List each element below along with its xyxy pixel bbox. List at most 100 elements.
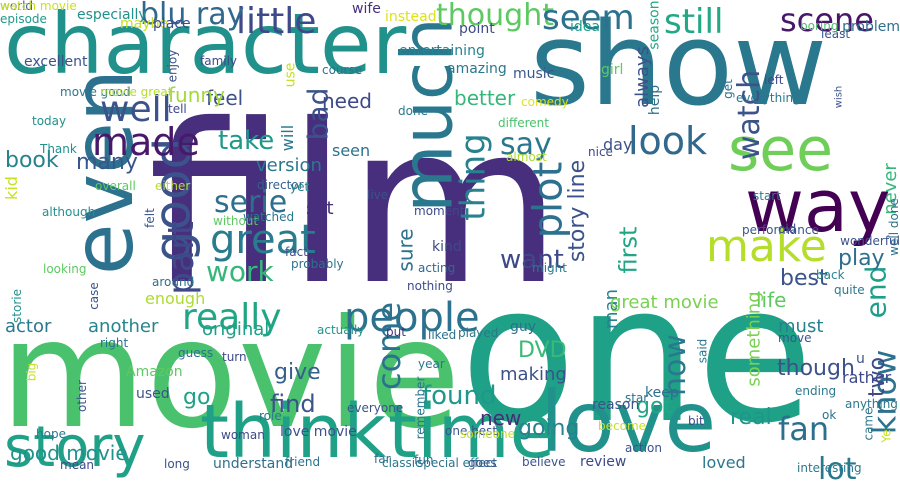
cloud-word: fun: [414, 453, 434, 467]
cloud-word: good movie: [10, 441, 128, 465]
cloud-word: day: [603, 135, 633, 154]
cloud-word: take: [218, 126, 275, 156]
cloud-word: season: [646, 0, 663, 50]
cloud-word: nothing: [407, 279, 453, 293]
cloud-word: enjoy: [165, 49, 180, 83]
cloud-word: old: [778, 222, 797, 236]
cloud-word: need: [322, 89, 372, 113]
cloud-word: liked: [428, 328, 457, 342]
cloud-word: believe: [522, 455, 566, 469]
cloud-word: something: [743, 291, 765, 387]
cloud-word: people: [344, 295, 480, 341]
cloud-word: episode: [0, 12, 47, 26]
cloud-word: ok: [822, 408, 837, 422]
cloud-word: interesting: [797, 461, 862, 475]
cloud-word: time: [388, 389, 556, 475]
cloud-word: almost: [506, 150, 547, 164]
cloud-word: either: [155, 179, 191, 193]
cloud-word: best: [780, 266, 828, 291]
cloud-word: story line: [565, 159, 591, 263]
cloud-word: guess: [178, 346, 214, 360]
cloud-word: move: [778, 331, 812, 345]
cloud-word: review: [580, 454, 627, 470]
cloud-word: storie: [9, 289, 24, 323]
cloud-word: special effect: [417, 456, 498, 470]
cloud-word: left: [764, 73, 784, 87]
cloud-word: someone: [460, 427, 515, 441]
cloud-word: although: [42, 205, 96, 219]
cloud-word: actually: [317, 323, 365, 337]
cloud-word: played: [458, 326, 499, 340]
cloud-word: looking: [43, 262, 87, 276]
cloud-word: think: [200, 389, 387, 475]
cloud-word: scene: [780, 1, 874, 39]
cloud-word: Amazon: [126, 364, 183, 380]
cloud-word: everyone: [347, 401, 404, 415]
cloud-word: year: [418, 357, 445, 371]
cloud-word: wish: [833, 85, 845, 109]
cloud-word: story: [4, 415, 146, 480]
cloud-word: kid: [1, 176, 21, 200]
cloud-word: director: [257, 178, 304, 192]
cloud-word: u: [856, 351, 865, 367]
cloud-word: actor: [5, 316, 52, 337]
cloud-word: tell: [168, 102, 187, 116]
cloud-word: performance: [742, 223, 819, 237]
cloud-word: funny: [168, 83, 225, 107]
cloud-word: end: [859, 265, 893, 319]
cloud-word: keep: [645, 385, 679, 401]
cloud-word: least: [821, 27, 851, 41]
cloud-word: without: [213, 214, 259, 228]
cloud-word: come: [370, 301, 409, 391]
cloud-word: set: [306, 198, 334, 219]
cloud-word: made: [92, 120, 200, 164]
cloud-word: feel: [206, 86, 244, 110]
cloud-word: one: [460, 244, 814, 465]
cloud-word: real: [730, 405, 772, 430]
cloud-word: different: [498, 116, 549, 130]
cloud-word: anything: [845, 397, 898, 411]
cloud-word: idea: [570, 19, 600, 35]
cloud-word: serie: [214, 185, 288, 220]
cloud-word: other: [74, 380, 89, 412]
cloud-word: remember: [413, 376, 428, 440]
cloud-word: make: [706, 221, 827, 272]
cloud-word: understand: [213, 456, 294, 472]
cloud-word: new: [480, 406, 522, 430]
cloud-word: said: [695, 338, 710, 364]
cloud-word: case: [86, 282, 101, 310]
cloud-word: fan: [778, 410, 830, 448]
cloud-word: film: [148, 77, 563, 333]
cloud-word: kind: [432, 239, 462, 255]
cloud-word: put: [386, 325, 406, 339]
cloud-word: came: [861, 407, 876, 441]
cloud-word: one best: [445, 424, 498, 438]
cloud-word: though: [777, 356, 855, 381]
cloud-word: watch movie: [0, 0, 77, 13]
cloud-word: Ye: [879, 429, 894, 443]
cloud-word: still: [664, 2, 724, 42]
cloud-word: Thank: [40, 142, 77, 156]
cloud-word: star: [625, 391, 649, 405]
cloud-word: say: [500, 127, 552, 162]
cloud-word: probably: [291, 257, 344, 271]
cloud-word: loved: [702, 453, 746, 472]
cloud-word: blu ray: [140, 0, 245, 32]
cloud-word: start: [753, 189, 781, 203]
cloud-word: might: [532, 261, 567, 275]
cloud-word: great movie: [610, 292, 719, 313]
cloud-word: character: [4, 0, 407, 93]
cloud-word: give: [274, 360, 321, 385]
cloud-word: mean: [60, 458, 95, 472]
cloud-word: bit: [688, 414, 704, 428]
cloud-word: enough: [145, 289, 206, 308]
cloud-word: work: [206, 255, 274, 288]
cloud-word: action: [625, 441, 662, 455]
cloud-word: done: [398, 104, 428, 118]
cloud-word: place: [153, 16, 191, 32]
cloud-word: look: [628, 119, 708, 163]
cloud-word: get: [720, 79, 735, 99]
cloud-word: excellent: [24, 54, 88, 70]
cloud-word: long: [164, 457, 190, 471]
cloud-word: sure: [393, 228, 418, 272]
